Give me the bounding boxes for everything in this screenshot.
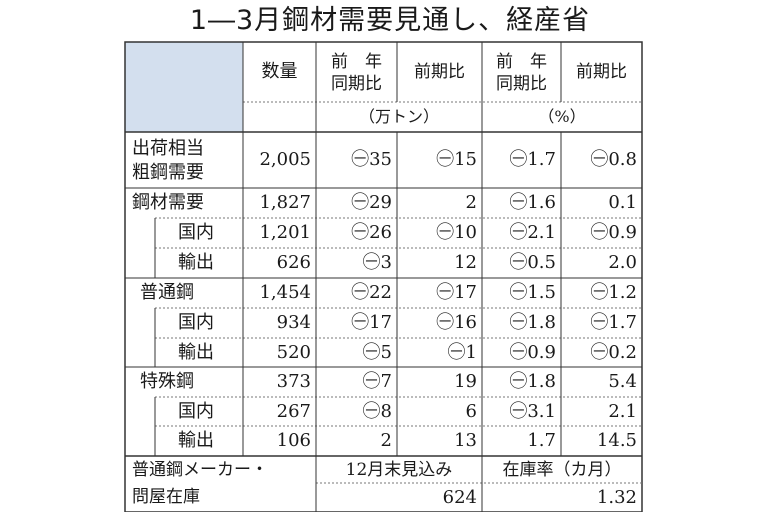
cell-qoq: 2 (465, 192, 477, 213)
cell-qty: 626 (276, 252, 311, 273)
cell-qoq: 12 (454, 252, 477, 273)
cell-qty: 1,454 (259, 282, 311, 303)
cell-qoq-pct: 2.0 (608, 252, 637, 273)
cell-yoy: ㊀26 (351, 222, 392, 243)
cell-yoy: ㊀5 (362, 342, 392, 363)
cell-yoy-pct: ㊀3.1 (509, 401, 556, 422)
cell-yoy-pct: ㊀2.1 (509, 222, 556, 243)
header-qoq-pct: 前期比 (576, 62, 627, 82)
cell-qoq-pct: 0.1 (608, 192, 637, 213)
cell-qoq-pct: ㊀0.9 (590, 222, 637, 243)
cell-qty: 373 (276, 371, 311, 392)
cell-qoq-pct: ㊀0.8 (590, 149, 637, 170)
cell-qoq: 6 (465, 401, 477, 422)
cell-yoy-pct: ㊀1.5 (509, 282, 556, 303)
cell-qoq: ㊀10 (436, 222, 477, 243)
cell-yoy-pct: ㊀0.9 (509, 342, 556, 363)
row-label-line1: 出荷相当 (132, 138, 204, 159)
cell-yoy: 2 (380, 430, 392, 451)
cell-qoq: ㊀1 (447, 342, 477, 363)
row-label: 普通鋼 (140, 282, 194, 303)
row-label-line2: 粗鋼需要 (132, 162, 204, 183)
cell-qoq-pct: 2.1 (608, 401, 637, 422)
footer-label-line2: 問屋在庫 (132, 487, 200, 507)
cell-qoq-pct: ㊀1.2 (590, 282, 637, 303)
cell-qoq: 19 (454, 371, 477, 392)
cell-qty: 1,827 (259, 192, 311, 213)
row-label: 輸出 (178, 430, 214, 451)
cell-yoy: ㊀29 (351, 192, 392, 213)
footer-label-line1: 普通鋼メーカー・ (132, 460, 268, 480)
row-label: 輸出 (178, 342, 214, 363)
header-yoy-pct-line1: 前 年 (496, 52, 547, 72)
cell-yoy-pct: 1.7 (527, 430, 556, 451)
cell-qoq-pct: ㊀0.2 (590, 342, 637, 363)
cell-yoy-pct: ㊀1.8 (509, 371, 556, 392)
footer-col2-value: 1.32 (596, 487, 637, 508)
header-qoq-qty: 前期比 (414, 62, 465, 82)
cell-qoq: ㊀16 (436, 312, 477, 333)
row-label: 特殊鋼 (140, 371, 194, 392)
header-shaded-cell (125, 42, 243, 132)
footer-col1-value: 624 (442, 487, 477, 508)
cell-qty: 934 (276, 312, 311, 333)
cell-qty: 267 (276, 401, 311, 422)
cell-yoy: ㊀17 (351, 312, 392, 333)
row-label: 輸出 (178, 252, 214, 273)
cell-yoy: ㊀22 (351, 282, 392, 303)
cell-qoq: 13 (454, 430, 477, 451)
cell-yoy-pct: ㊀1.7 (509, 149, 556, 170)
cell-qoq-pct: ㊀1.7 (590, 312, 637, 333)
cell-qty: 106 (276, 430, 311, 451)
row-label: 鋼材需要 (132, 192, 204, 213)
cell-yoy: ㊀8 (362, 401, 392, 422)
cell-qoq: ㊀17 (436, 282, 477, 303)
table-title: 1―3月鋼材需要見通し、経産省 (189, 5, 591, 36)
header-yoy-qty-line2: 同期比 (331, 74, 382, 94)
cell-qty: 1,201 (259, 222, 311, 243)
cell-yoy: ㊀7 (362, 371, 392, 392)
unit-percent: （%） (538, 107, 586, 126)
unit-quantity: （万トン） (358, 107, 439, 126)
cell-qoq: ㊀15 (436, 149, 477, 170)
header-quantity: 数量 (261, 61, 298, 82)
header-yoy-pct-line2: 同期比 (496, 74, 547, 94)
footer-col2-header: 在庫率（カ月） (502, 460, 622, 480)
cell-yoy: ㊀3 (362, 252, 392, 273)
cell-qty: 2,005 (259, 149, 311, 170)
cell-yoy-pct: ㊀0.5 (509, 252, 556, 273)
row-label: 国内 (178, 401, 214, 422)
footer-col1-header: 12月末見込み (345, 460, 453, 480)
cell-qoq-pct: 5.4 (608, 371, 637, 392)
cell-qoq-pct: 14.5 (596, 430, 637, 451)
row-label: 国内 (178, 312, 214, 333)
cell-yoy-pct: ㊀1.6 (509, 192, 556, 213)
header-yoy-qty-line1: 前 年 (331, 52, 382, 72)
cell-qty: 520 (276, 342, 311, 363)
cell-yoy: ㊀35 (351, 149, 392, 170)
cell-yoy-pct: ㊀1.8 (509, 312, 556, 333)
row-label: 国内 (178, 222, 214, 243)
